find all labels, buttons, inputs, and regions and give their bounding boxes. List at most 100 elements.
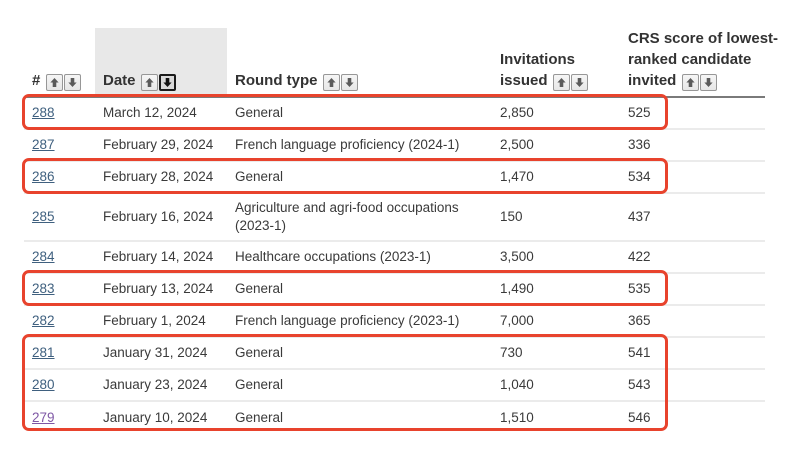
date-cell: January 10, 2024 bbox=[103, 409, 208, 425]
date-cell: February 16, 2024 bbox=[103, 209, 214, 224]
date-cell: March 12, 2024 bbox=[103, 105, 197, 120]
round-283-link[interactable]: 283 bbox=[32, 281, 55, 296]
crs-cell: 534 bbox=[628, 169, 651, 184]
invitations-cell: 2,850 bbox=[500, 105, 534, 120]
table-row-280: 280 January 23, 2024 General 1,040 543 bbox=[24, 369, 765, 401]
round-number-cell: 282 bbox=[24, 305, 95, 337]
round-279-link[interactable]: 279 bbox=[32, 409, 55, 425]
crs-cell: 546 bbox=[628, 409, 651, 425]
arrow-up-icon bbox=[145, 78, 154, 87]
table-row-286: 286 February 28, 2024 General 1,470 534 bbox=[24, 161, 765, 193]
round-number-cell: 279 bbox=[24, 401, 95, 433]
arrow-up-icon bbox=[49, 78, 59, 87]
round-286-link[interactable]: 286 bbox=[32, 169, 55, 184]
date-cell: February 28, 2024 bbox=[103, 169, 214, 184]
round-type-cell: French language proficiency (2023-1) bbox=[235, 313, 460, 328]
round-type-cell: General bbox=[235, 281, 284, 296]
sort-ascending-button-invitations[interactable] bbox=[552, 74, 570, 91]
date-cell: February 1, 2024 bbox=[103, 313, 206, 328]
date-cell: February 13, 2024 bbox=[103, 281, 214, 296]
invitations-cell: 1,510 bbox=[500, 409, 534, 425]
round-280-link[interactable]: 280 bbox=[32, 377, 55, 392]
round-287-link[interactable]: 287 bbox=[32, 137, 55, 152]
crs-cell: 336 bbox=[628, 137, 651, 152]
crs-cell: 437 bbox=[628, 209, 651, 224]
sort-descending-button-round-type[interactable] bbox=[340, 74, 358, 91]
table-row-281: 281 January 31, 2024 General 730 541 bbox=[24, 337, 765, 369]
sort-ascending-button-crs[interactable] bbox=[681, 74, 699, 91]
header-number: # bbox=[24, 28, 95, 98]
round-type-cell: Healthcare occupations (2023-1) bbox=[235, 249, 431, 264]
sort-descending-button-date-active[interactable] bbox=[158, 74, 176, 91]
arrow-down-icon bbox=[575, 78, 584, 87]
header-number-label: # bbox=[32, 72, 41, 89]
round-type-cell: Agriculture and agri-food occupations (2… bbox=[235, 200, 459, 233]
crs-cell: 543 bbox=[628, 377, 651, 392]
crs-cell: 541 bbox=[628, 345, 651, 360]
date-cell: January 31, 2024 bbox=[103, 345, 208, 360]
table-row-287: 287 February 29, 2024 French language pr… bbox=[24, 129, 765, 161]
header-crs-label: CRS score of lowest-ranked candidate inv… bbox=[628, 30, 779, 89]
invitations-cell: 1,040 bbox=[500, 377, 534, 392]
date-cell: February 14, 2024 bbox=[103, 249, 214, 264]
round-281-link[interactable]: 281 bbox=[32, 345, 55, 360]
crs-cell: 535 bbox=[628, 281, 651, 296]
header-round-type-label: Round type bbox=[235, 72, 318, 89]
date-cell: February 29, 2024 bbox=[103, 137, 214, 152]
date-cell: January 23, 2024 bbox=[103, 377, 208, 392]
sort-ascending-button-date[interactable] bbox=[140, 74, 158, 91]
table-row-283: 283 February 13, 2024 General 1,490 535 bbox=[24, 273, 765, 305]
round-number-cell: 287 bbox=[24, 129, 95, 161]
round-number-cell: 284 bbox=[24, 241, 95, 273]
arrow-down-icon bbox=[345, 78, 354, 87]
round-number-cell: 285 bbox=[24, 193, 95, 241]
arrow-up-icon bbox=[685, 78, 695, 87]
round-type-cell: General bbox=[235, 377, 284, 392]
header-crs-score: CRS score of lowest-ranked candidate inv… bbox=[620, 28, 778, 98]
invitations-cell: 1,470 bbox=[500, 169, 534, 184]
round-282-link[interactable]: 282 bbox=[32, 313, 55, 328]
crs-cell: 422 bbox=[628, 249, 651, 264]
sort-ascending-button-round-type[interactable] bbox=[322, 74, 340, 91]
invitations-cell: 150 bbox=[500, 209, 523, 224]
sort-descending-button-invitations[interactable] bbox=[570, 74, 588, 91]
express-entry-rounds-table: # Date Round type Invitations issued CRS… bbox=[24, 28, 778, 433]
round-type-cell: General bbox=[235, 409, 284, 425]
arrow-up-icon bbox=[557, 78, 566, 87]
sort-descending-button-number[interactable] bbox=[63, 74, 81, 91]
table-row-284: 284 February 14, 2024 Healthcare occupat… bbox=[24, 241, 765, 273]
arrow-down-icon bbox=[703, 78, 713, 87]
round-type-cell: General bbox=[235, 105, 284, 120]
header-round-type: Round type bbox=[227, 28, 492, 98]
invitations-cell: 3,500 bbox=[500, 249, 534, 264]
round-number-cell: 288 bbox=[24, 97, 95, 129]
invitations-cell: 7,000 bbox=[500, 313, 534, 328]
header-invitations-label: Invitations issued bbox=[500, 51, 576, 89]
invitations-cell: 1,490 bbox=[500, 281, 534, 296]
arrow-down-icon bbox=[67, 78, 77, 87]
table-row-288: 288 March 12, 2024 General 2,850 525 bbox=[24, 97, 765, 129]
round-type-cell: French language proficiency (2024-1) bbox=[235, 137, 460, 152]
round-number-cell: 281 bbox=[24, 337, 95, 369]
table-row-285: 285 February 16, 2024 Agriculture and ag… bbox=[24, 193, 765, 241]
sort-ascending-button-number[interactable] bbox=[45, 74, 63, 91]
round-type-cell: General bbox=[235, 169, 284, 184]
round-type-cell: General bbox=[235, 345, 284, 360]
header-invitations-issued: Invitations issued bbox=[492, 28, 620, 98]
round-288-link[interactable]: 288 bbox=[32, 105, 55, 120]
table-row-279: 279 January 10, 2024 General 1,510 546 bbox=[24, 401, 765, 433]
table-header-row: # Date Round type Invitations issued CRS… bbox=[24, 28, 778, 98]
round-number-cell: 286 bbox=[24, 161, 95, 193]
crs-cell: 365 bbox=[628, 313, 651, 328]
invitations-cell: 2,500 bbox=[500, 137, 534, 152]
round-284-link[interactable]: 284 bbox=[32, 249, 55, 264]
arrow-up-icon bbox=[327, 78, 336, 87]
round-285-link[interactable]: 285 bbox=[32, 209, 55, 224]
crs-cell: 525 bbox=[628, 105, 651, 120]
round-number-cell: 280 bbox=[24, 369, 95, 401]
table-row-282: 282 February 1, 2024 French language pro… bbox=[24, 305, 765, 337]
sort-descending-button-crs[interactable] bbox=[699, 74, 717, 91]
header-date: Date bbox=[95, 28, 227, 98]
invitations-cell: 730 bbox=[500, 345, 523, 360]
